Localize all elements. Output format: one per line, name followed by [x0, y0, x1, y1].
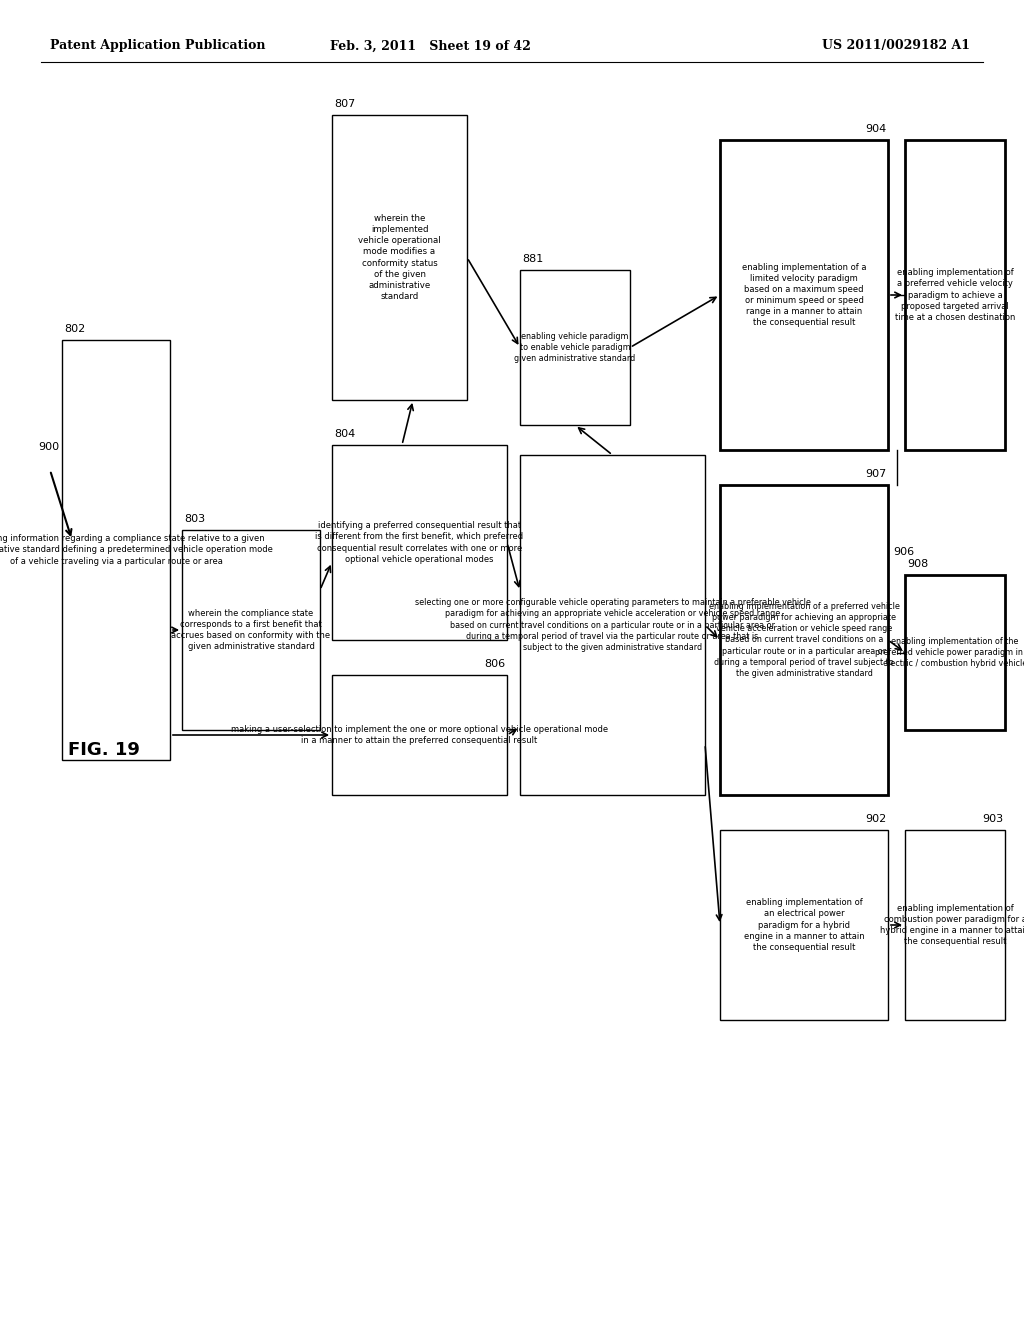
Text: US 2011/0029182 A1: US 2011/0029182 A1: [822, 40, 970, 53]
Text: 900: 900: [38, 442, 59, 451]
FancyBboxPatch shape: [62, 341, 170, 760]
FancyBboxPatch shape: [720, 484, 888, 795]
Text: 807: 807: [334, 99, 355, 110]
FancyBboxPatch shape: [332, 445, 507, 640]
Text: 802: 802: [63, 323, 85, 334]
Text: 904: 904: [864, 124, 886, 135]
Text: 903: 903: [982, 814, 1002, 824]
Text: enabling implementation of a
limited velocity paradigm
based on a maximum speed
: enabling implementation of a limited vel…: [741, 263, 866, 327]
Text: 906: 906: [893, 546, 914, 557]
Text: 804: 804: [334, 429, 355, 440]
Text: wherein the
implemented
vehicle operational
mode modifies a
conformity status
of: wherein the implemented vehicle operatio…: [358, 214, 440, 301]
Text: 881: 881: [522, 253, 544, 264]
Text: enabling implementation of the
preferred vehicle power paradigm in an
electric /: enabling implementation of the preferred…: [874, 636, 1024, 668]
FancyBboxPatch shape: [905, 576, 1005, 730]
FancyBboxPatch shape: [332, 675, 507, 795]
Text: wherein the compliance state
corresponds to a first benefit that
accrues based o: wherein the compliance state corresponds…: [171, 609, 331, 651]
FancyBboxPatch shape: [720, 830, 888, 1020]
Text: Feb. 3, 2011   Sheet 19 of 42: Feb. 3, 2011 Sheet 19 of 42: [330, 40, 530, 53]
Text: Patent Application Publication: Patent Application Publication: [50, 40, 265, 53]
Text: obtaining information regarding a compliance state relative to a given
administr: obtaining information regarding a compli…: [0, 535, 273, 565]
Text: selecting one or more configurable vehicle operating parameters to maintain a pr: selecting one or more configurable vehic…: [415, 598, 810, 652]
FancyBboxPatch shape: [520, 455, 705, 795]
FancyBboxPatch shape: [332, 115, 467, 400]
Text: enabling implementation of a preferred vehicle
power paradigm for achieving an a: enabling implementation of a preferred v…: [709, 602, 899, 677]
Text: enabling implementation of
a preferred vehicle velocity
paradigm to achieve a
pr: enabling implementation of a preferred v…: [895, 268, 1015, 322]
FancyBboxPatch shape: [720, 140, 888, 450]
Text: enabling implementation of
an electrical power
paradigm for a hybrid
engine in a: enabling implementation of an electrical…: [743, 899, 864, 952]
Text: 803: 803: [184, 513, 205, 524]
Text: 907: 907: [864, 469, 886, 479]
Text: 908: 908: [907, 558, 928, 569]
Text: 902: 902: [864, 814, 886, 824]
FancyBboxPatch shape: [182, 531, 319, 730]
Text: identifying a preferred consequential result that
is different from the first be: identifying a preferred consequential re…: [315, 521, 523, 564]
FancyBboxPatch shape: [905, 140, 1005, 450]
Text: making a user-selection to implement the one or more optional vehicle operationa: making a user-selection to implement the…: [231, 725, 608, 744]
Text: enabling vehicle paradigm
to enable vehicle paradigm
given administrative standa: enabling vehicle paradigm to enable vehi…: [514, 331, 636, 363]
FancyBboxPatch shape: [905, 830, 1005, 1020]
Text: FIG. 19: FIG. 19: [68, 741, 140, 759]
Text: 806: 806: [484, 659, 505, 669]
Text: enabling implementation of
combustion power paradigm for a
hybrid engine in a ma: enabling implementation of combustion po…: [880, 904, 1024, 946]
FancyBboxPatch shape: [520, 271, 630, 425]
